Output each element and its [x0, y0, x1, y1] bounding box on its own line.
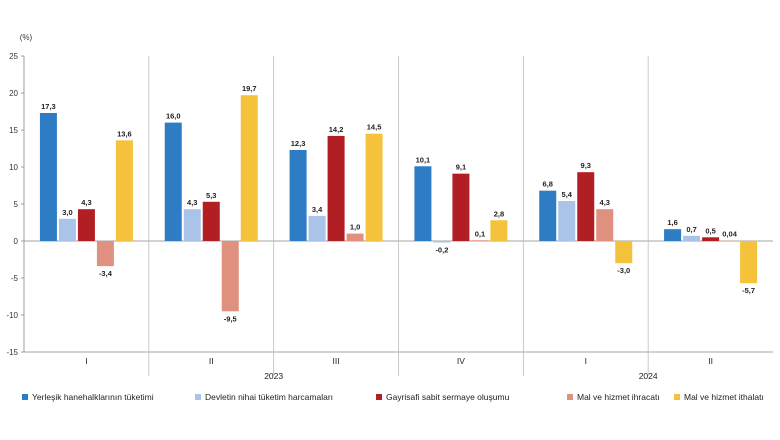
- bar: [452, 173, 470, 241]
- bar: [539, 190, 557, 241]
- bar: [202, 201, 220, 241]
- data-label: 3,4: [312, 205, 323, 214]
- data-label: 0,7: [686, 225, 696, 234]
- bar: [577, 172, 595, 241]
- bar: [221, 241, 239, 312]
- bar: [471, 240, 489, 241]
- data-label: 4,3: [187, 198, 197, 207]
- data-label: 19,7: [242, 84, 257, 93]
- bar: [702, 237, 720, 241]
- y-tick-label: 20: [9, 89, 18, 98]
- y-tick-label: 10: [9, 163, 18, 172]
- data-label: 4,3: [81, 198, 91, 207]
- bar: [77, 209, 95, 241]
- bar: [164, 122, 182, 241]
- legend-swatch: [195, 394, 201, 400]
- year-label: 2023: [264, 371, 283, 381]
- data-label: -9,5: [224, 314, 237, 323]
- bar: [39, 112, 57, 241]
- data-label: 1,6: [667, 218, 677, 227]
- data-label: 3,0: [62, 208, 72, 217]
- bar: [414, 166, 432, 241]
- legend-swatch: [376, 394, 382, 400]
- data-label: 16,0: [166, 112, 181, 121]
- bar: [365, 133, 383, 241]
- data-label: 9,3: [581, 161, 591, 170]
- legend-label: Mal ve hizmet ithalatı: [684, 392, 764, 402]
- legend-label: Mal ve hizmet ihracatı: [577, 392, 660, 402]
- category-label: III: [333, 356, 340, 366]
- category-label: IV: [457, 356, 465, 366]
- data-label: 4,3: [600, 198, 610, 207]
- bar: [740, 241, 758, 284]
- bar: [240, 95, 258, 241]
- data-label: -3,0: [617, 266, 630, 275]
- data-label: 9,1: [456, 163, 466, 172]
- bar: [433, 241, 451, 243]
- bar: [327, 135, 345, 241]
- bar: [683, 235, 701, 241]
- legend-label: Devletin nihai tüketim harcamaları: [205, 392, 333, 402]
- data-label: 0,04: [722, 230, 737, 239]
- y-tick-label: 5: [14, 200, 19, 209]
- bar: [183, 209, 201, 241]
- data-label: -5,7: [742, 286, 755, 295]
- bar: [596, 209, 614, 241]
- y-tick-label: 0: [14, 237, 19, 246]
- data-label: 2,8: [494, 209, 504, 218]
- data-label: 14,2: [329, 125, 344, 134]
- y-tick-label: 25: [9, 52, 18, 61]
- data-label: 17,3: [41, 102, 56, 111]
- bar: [115, 140, 133, 241]
- bar: [308, 215, 326, 241]
- y-tick-label: -5: [11, 274, 19, 283]
- bar: [490, 220, 508, 241]
- bar: [346, 233, 364, 241]
- legend-swatch: [674, 394, 680, 400]
- data-label: 1,0: [350, 223, 360, 232]
- data-label: 12,3: [291, 139, 306, 148]
- y-unit-label: (%): [20, 33, 33, 42]
- data-label: -3,4: [99, 269, 113, 278]
- y-tick-label: 15: [9, 126, 18, 135]
- bar: [289, 149, 307, 241]
- data-label: 10,1: [416, 155, 431, 164]
- data-label: 13,6: [117, 129, 132, 138]
- y-tick-label: -10: [6, 311, 18, 320]
- bar: [721, 240, 739, 242]
- category-label: I: [585, 356, 587, 366]
- data-label: 0,1: [475, 229, 485, 238]
- category-label: II: [209, 356, 214, 366]
- legend-label: Yerleşik hanehalklarının tüketimi: [32, 392, 154, 402]
- y-tick-label: -15: [6, 348, 18, 357]
- year-label: 2024: [639, 371, 658, 381]
- bar: [96, 241, 114, 267]
- category-label: II: [708, 356, 713, 366]
- category-label: I: [85, 356, 87, 366]
- bar: [615, 241, 633, 264]
- data-label: 5,4: [562, 190, 573, 199]
- bar: [558, 201, 576, 241]
- bar: [58, 218, 76, 241]
- legend-swatch: [22, 394, 28, 400]
- legend-label: Gayrisafi sabit sermaye oluşumu: [386, 392, 510, 402]
- legend-swatch: [567, 394, 573, 400]
- data-label: 14,5: [367, 123, 382, 132]
- data-label: 5,3: [206, 191, 216, 200]
- bar: [664, 229, 682, 241]
- data-label: 6,8: [543, 180, 553, 189]
- data-label: -0,2: [435, 245, 448, 254]
- data-label: 0,5: [705, 226, 715, 235]
